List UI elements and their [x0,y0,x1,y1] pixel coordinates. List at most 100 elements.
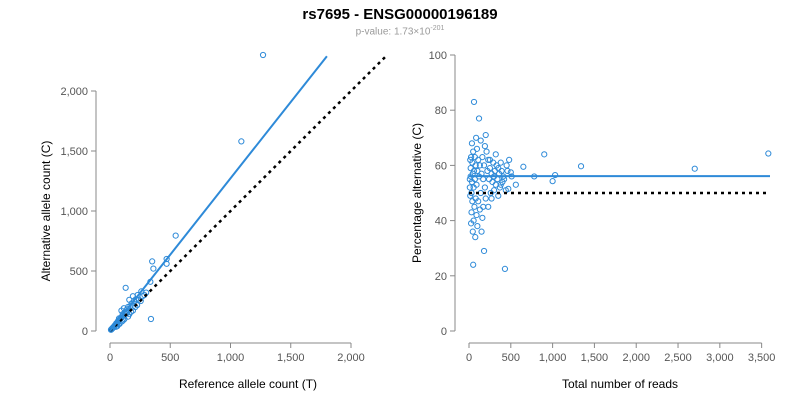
plot2-data-point [476,206,483,213]
plot2-data-point [497,181,504,188]
chart-title: rs7695 - ENSG00000196189 [302,6,498,23]
plot2-data-point [475,156,482,163]
plot1-y-tick-label: 500 [70,266,88,278]
plot1-x-tick-label: 2,000 [337,352,365,364]
plot2-data-point [501,265,509,272]
plot2-data-point [478,228,485,235]
plot2-data-point [474,223,481,230]
plot2-data-point [492,181,499,188]
plot2-x-tick-label: 3,500 [748,352,776,364]
plot2-x-tick-label: 2,000 [622,352,650,364]
plot1-data-point [149,258,156,265]
plot2-data-point [494,176,501,183]
plot2-data-point [552,171,559,179]
plot2-data-point [541,151,548,158]
plot2-data-point [479,214,486,221]
plot2-data-point [467,220,475,227]
plot1-x-tick-label: 0 [107,352,113,364]
plot2-data-point [482,131,489,139]
plot1-data-point [150,265,157,272]
plot1-x-axis-title: Reference allele count (T) [179,377,317,391]
plot1-data-point [107,326,115,333]
plot2-x-axis-title: Total number of reads [562,377,678,391]
plot2-data-point [470,261,477,268]
plot1-data-point [147,315,155,323]
plot2-data-point [470,184,477,191]
plot2-data-point [467,154,475,161]
plot1-x-tick-label: 1,000 [217,352,245,364]
plot2-data-point [467,156,474,163]
plot2-data-point [496,184,504,191]
plot1-data-point [259,51,267,59]
plot2-data-point [476,162,483,169]
plot2-y-axis-title: Percentage alternative (C) [410,123,424,263]
plot2-data-point [473,134,480,141]
plot1-y-tick-label: 1,000 [60,206,88,218]
plot2-y-tick-label: 40 [435,216,447,228]
plot1-y-tick-label: 1,500 [60,146,88,158]
plot2-data-point [483,148,490,155]
plot2-data-point [491,167,499,175]
plot2-y-tick-label: 0 [441,326,447,338]
plot2-data-point [473,211,480,219]
plot2-data-point [480,247,488,255]
plot2-data-point [481,184,488,191]
pvalue-label: p-value: 1.73×10 [355,26,431,38]
plot2-data-point [467,165,474,172]
plot2-data-point [477,137,484,144]
plot2-data-point [765,150,772,157]
plot2-data-point [472,234,479,241]
plot2-data-point [474,167,481,175]
plot2-x-tick-label: 1,500 [581,352,609,364]
plot1-x-tick-label: 1,500 [277,352,305,364]
plot1-y-axis-title: Alternative allele count (C) [39,141,53,282]
plot2-data-point [492,151,499,158]
plot2-data-point [481,142,488,150]
plot2-data-point [485,203,492,210]
plot2-data-point [512,181,519,188]
plot2-data-point [497,159,504,166]
plot2-data-point [470,98,478,106]
plot2-x-tick-label: 1,000 [539,352,567,364]
plot2-x-tick-label: 500 [502,352,520,364]
plot1-data-point [238,138,245,145]
plot2-y-tick-label: 100 [429,50,447,62]
plot2-data-point [549,178,556,185]
plot2-data-point [503,162,510,169]
plot2-data-point [482,195,489,202]
plot2-data-point [471,203,478,210]
plot2-data-point [490,187,498,194]
plot2-data-point [480,203,487,210]
plot2-data-point [471,154,478,161]
plot1-data-point [126,296,133,303]
plot2-data-point [520,163,527,170]
plot2-x-tick-label: 3,000 [706,352,734,364]
plot2-data-point [466,184,473,191]
plot2-data-point [484,167,491,175]
plot2-data-point [490,159,497,166]
plot1-fit-line [109,55,328,332]
chart-subtitle: p-value: 1.73×10-201 [0,25,800,37]
plot2-data-point [480,162,488,169]
plot2-data-point [506,156,513,163]
plot2-x-tick-label: 2,500 [664,352,692,364]
plot2-data-point [488,195,495,202]
plot2-data-point [489,178,496,186]
pvalue-exponent: -201 [430,25,445,32]
plot1-data-point [172,232,179,239]
plot2-y-tick-label: 60 [435,160,447,172]
plot2-data-point [468,140,476,147]
plot2-data-point [577,163,585,170]
plot1-y-tick-label: 2,000 [60,86,88,98]
plot2-data-point [504,167,511,175]
plot2-data-point [475,115,483,122]
plot1-x-tick-label: 500 [161,352,179,364]
plot2-data-point [479,154,486,161]
plot1-data-point [118,307,125,314]
plot2-data-point [469,198,476,205]
plot1-data-point [122,284,129,291]
plot2-data-point [470,148,477,155]
plot2-x-tick-label: 0 [466,352,472,364]
plot1-y-tick-label: 0 [82,326,88,338]
plot2-y-tick-label: 80 [435,105,447,117]
